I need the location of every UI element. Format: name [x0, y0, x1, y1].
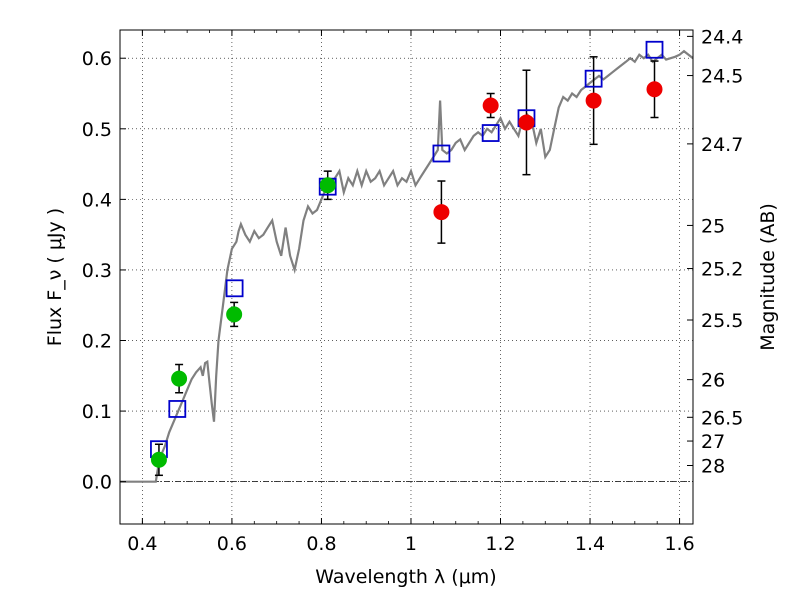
- mag-tick-label: 25.2: [701, 259, 743, 281]
- y-tick-label: 0.0: [82, 472, 112, 494]
- space-photometry-point: [433, 204, 450, 221]
- x-tick-label: 0.4: [127, 533, 157, 555]
- space-photometry-point: [646, 81, 663, 98]
- model-photometry-point: [225, 279, 244, 298]
- y-tick-label: 0.5: [82, 119, 112, 141]
- model-photometry-point: [584, 69, 603, 88]
- mag-tick-label: 24.4: [701, 26, 743, 48]
- model-photometry-point: [168, 400, 187, 418]
- y-axis-right-title: Magnitude (AB): [757, 203, 779, 351]
- ground-photometry-point: [150, 451, 167, 468]
- model-spectrum-line: [120, 49, 693, 483]
- space-photometry-point: [518, 114, 535, 131]
- y-tick-label: 0.2: [82, 331, 112, 353]
- y-tick-label: 0.6: [82, 48, 112, 70]
- observed-photometry-circles: [150, 81, 663, 468]
- plot-background: [120, 30, 693, 524]
- mag-tick-label: 28: [701, 455, 725, 477]
- x-axis-ticks: 0.4 0.6 0.8 1 1.2 1.4 1.6: [127, 30, 695, 555]
- x-tick-label: 1.2: [485, 533, 515, 555]
- mag-tick-label: 24.7: [701, 134, 743, 156]
- mag-tick-label: 27: [701, 431, 725, 453]
- mag-tick-label: 25: [701, 215, 725, 237]
- space-photometry-point: [482, 97, 499, 114]
- x-tick-label: 1: [405, 533, 417, 555]
- x-tick-label: 0.6: [217, 533, 247, 555]
- x-tick-label: 1.4: [575, 533, 605, 555]
- x-axis-title: Wavelength λ (μm): [315, 566, 496, 588]
- mag-tick-label: 26: [701, 370, 725, 392]
- ground-photometry-point: [226, 306, 243, 323]
- plot-frame: [119, 29, 694, 525]
- model-photometry-point: [481, 124, 500, 142]
- y-axis-left-title: Flux F_ν ( μJy ): [44, 208, 66, 346]
- ground-photometry-point: [319, 177, 336, 194]
- y-tick-label: 0.4: [82, 189, 112, 211]
- mag-tick-label: 26.5: [701, 407, 743, 429]
- mag-tick-label: 24.5: [701, 66, 743, 88]
- plot-area: [120, 40, 693, 483]
- ground-photometry-point: [171, 370, 188, 387]
- x-tick-label: 0.8: [306, 533, 336, 555]
- y-axis-left-ticks: 0.0 0.1 0.2 0.3 0.4 0.5 0.6: [82, 48, 126, 494]
- y-tick-label: 0.1: [82, 401, 112, 423]
- model-photometry-point: [645, 40, 664, 59]
- x-tick-label: 1.6: [664, 533, 694, 555]
- y-tick-label: 0.3: [82, 260, 112, 282]
- model-photometry-point: [432, 144, 451, 163]
- space-photometry-point: [585, 92, 602, 109]
- mag-tick-label: 25.5: [701, 310, 743, 332]
